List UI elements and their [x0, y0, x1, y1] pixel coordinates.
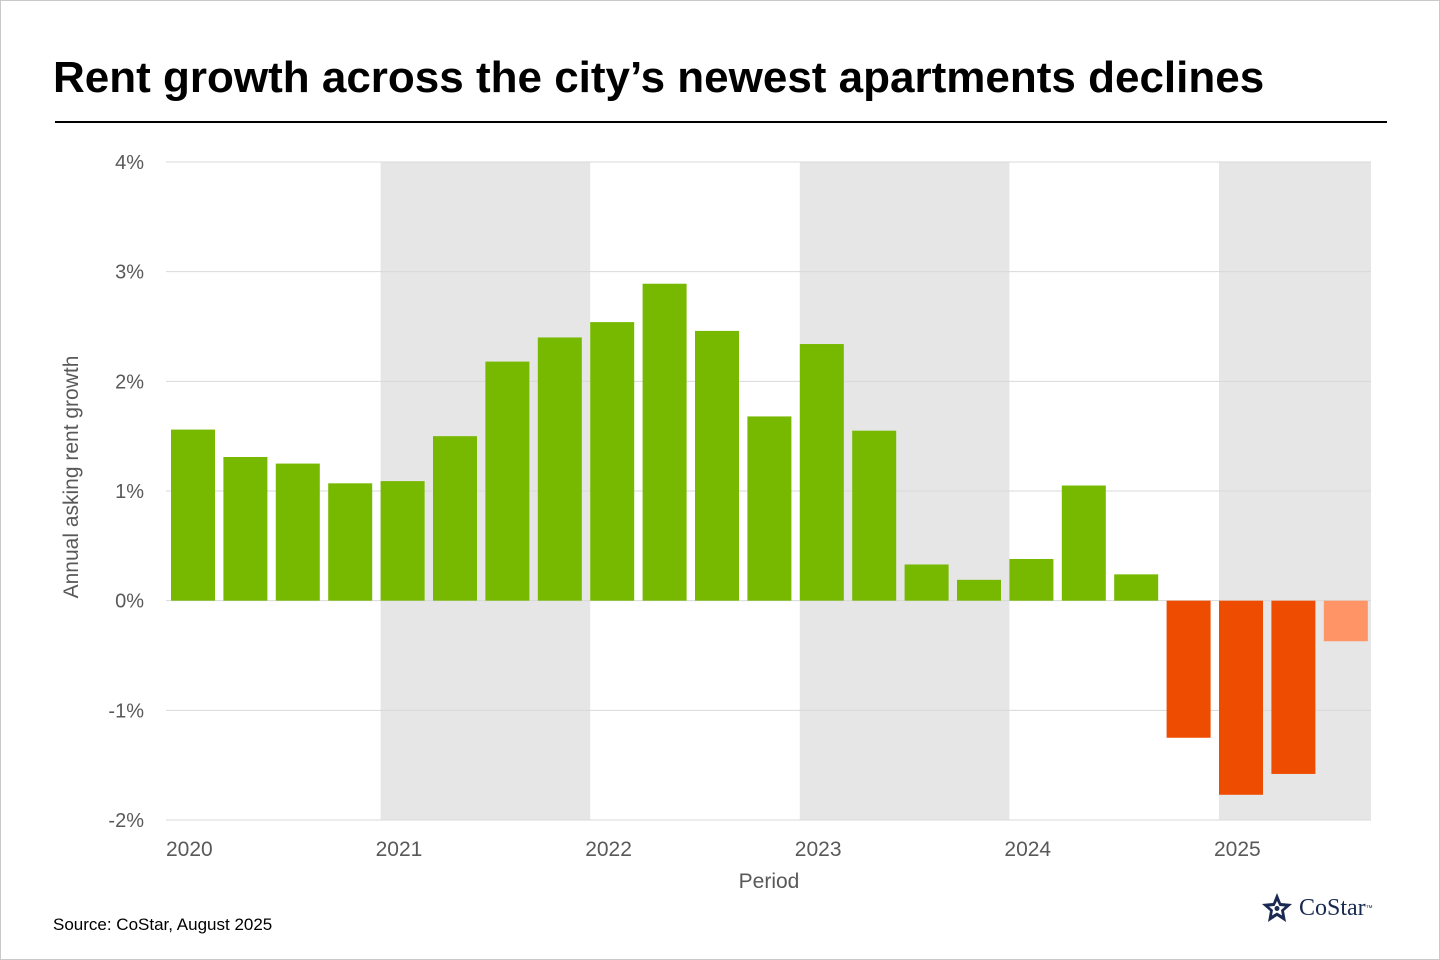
costar-star-icon	[1262, 893, 1292, 922]
y-tick-label: 2%	[115, 371, 144, 393]
bar-2022-q3	[695, 330, 739, 601]
bar-2020-q2	[223, 457, 268, 601]
bar-2024-q3	[1114, 574, 1159, 601]
chart-title: Rent growth across the city’s newest apa…	[53, 53, 1265, 102]
y-tick-label: -2%	[108, 810, 144, 832]
y-tick-label: -1%	[108, 700, 144, 722]
costar-logo: CoStar ™	[1261, 891, 1373, 925]
bar-2020-q3	[275, 463, 320, 601]
bar-2024-q2	[1061, 485, 1106, 601]
y-tick-label: 3%	[115, 262, 144, 284]
x-axis-title: Period	[739, 870, 800, 893]
bar-2025-q2	[1271, 600, 1316, 774]
bar-2024-q1	[1009, 558, 1054, 601]
x-tick-label: 2020	[166, 838, 213, 861]
bar-2020-q4	[328, 483, 373, 601]
bar-2025-q3	[1323, 600, 1368, 642]
x-tick-label: 2023	[795, 838, 842, 861]
bar-2021-q3	[485, 361, 530, 601]
bar-2021-q1	[380, 481, 425, 601]
bar-2022-q1	[590, 322, 635, 601]
y-tick-label: 4%	[115, 152, 144, 174]
logo-wordmark: CoStar	[1299, 894, 1366, 921]
y-tick-label: 0%	[115, 591, 144, 613]
y-axis-title: Annual asking rent growth	[60, 356, 83, 599]
bar-2021-q2	[433, 436, 477, 601]
logo-trademark: ™	[1365, 904, 1373, 912]
source-note: Source: CoStar, August 2025	[53, 915, 273, 934]
y-tick-label: 1%	[115, 481, 144, 503]
bar-2023-q1	[799, 344, 844, 601]
bar-2021-q4	[537, 337, 582, 601]
bar-2025-q1	[1219, 600, 1263, 795]
title-divider	[55, 121, 1387, 123]
bar-2023-q4	[957, 579, 1001, 601]
x-tick-label: 2024	[1004, 838, 1051, 861]
bar-2020-q1	[171, 429, 215, 601]
x-tick-label: 2025	[1214, 838, 1261, 861]
bar-2024-q4	[1166, 600, 1211, 738]
x-tick-label: 2021	[376, 838, 423, 861]
bar-2023-q2	[852, 430, 897, 601]
bar-2023-q3	[904, 564, 949, 601]
x-tick-label: 2022	[585, 838, 632, 861]
bar-2022-q2	[642, 283, 687, 601]
bar-2022-q4	[747, 416, 792, 601]
